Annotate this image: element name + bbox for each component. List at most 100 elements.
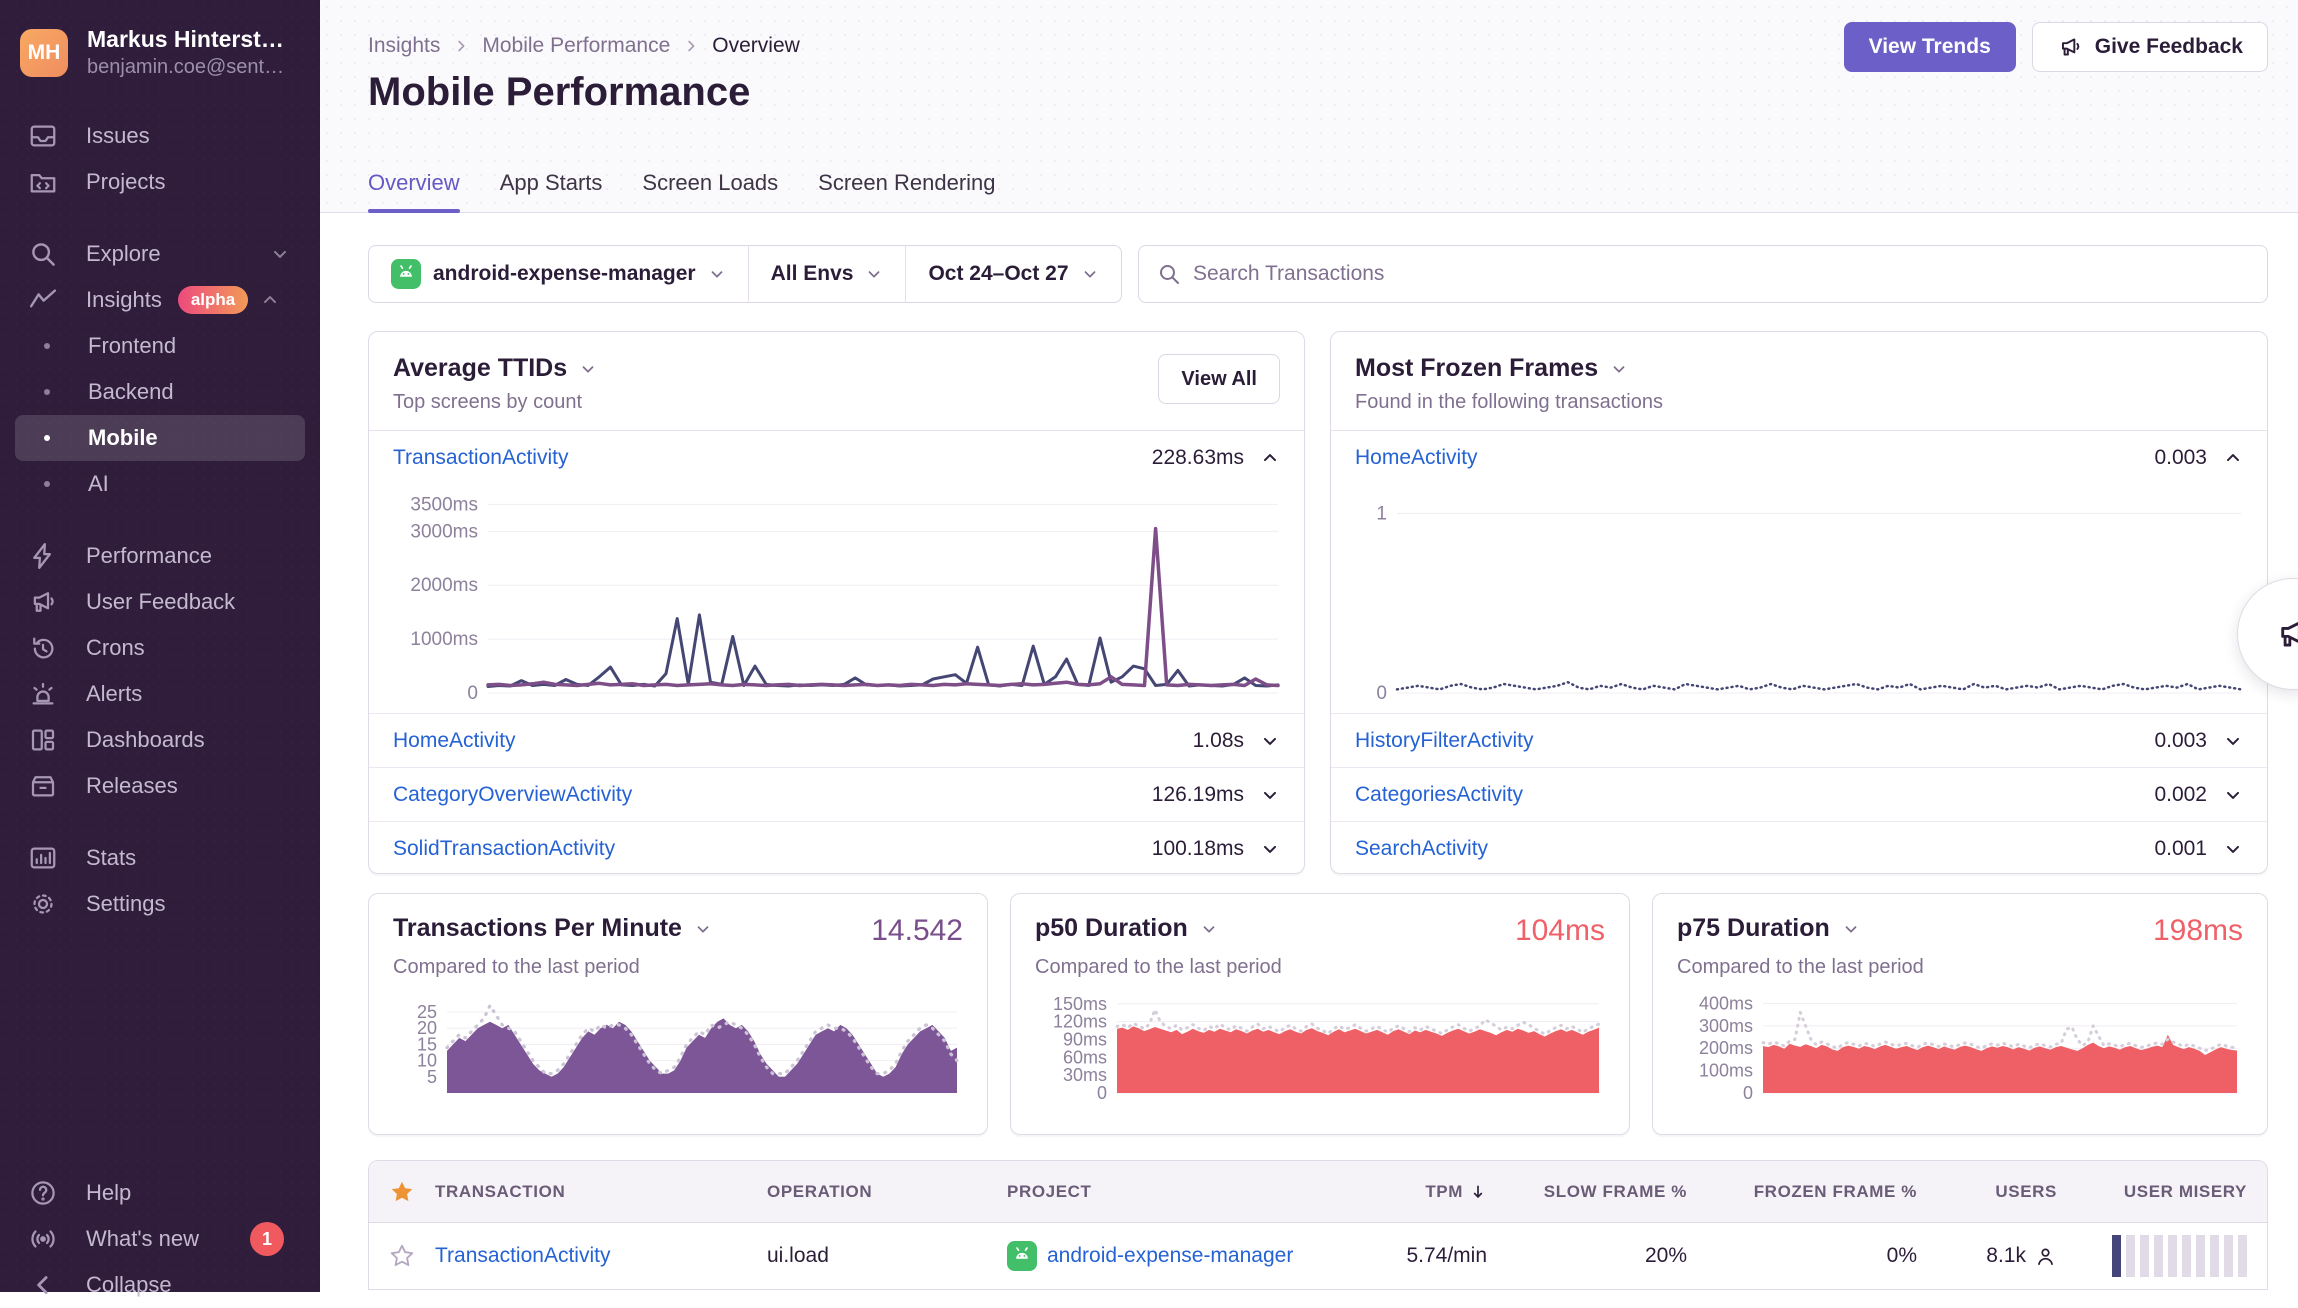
page-filter-bar: android-expense-manager All Envs Oct 24–… [368, 245, 1122, 303]
date-range-selector[interactable]: Oct 24–Oct 27 [906, 246, 1120, 302]
sidebar-item-issues[interactable]: Issues [0, 113, 320, 159]
screen-link[interactable]: HistoryFilterActivity [1355, 728, 1534, 752]
avatar: MH [20, 28, 68, 77]
svg-text:1000ms: 1000ms [410, 629, 478, 650]
svg-text:0: 0 [1743, 1083, 1753, 1103]
chevron-up-icon[interactable] [1260, 448, 1280, 468]
chevron-down-icon[interactable] [1200, 920, 1218, 938]
svg-text:25: 25 [417, 1002, 437, 1022]
sidebar-item-frontend[interactable]: Frontend [0, 323, 320, 369]
transaction-link[interactable]: TransactionActivity [435, 1244, 611, 1267]
alpha-badge: alpha [177, 286, 249, 314]
users-count: 8.1k [1986, 1244, 2026, 1267]
chevron-down-icon[interactable] [694, 920, 712, 938]
screen-link[interactable]: HomeActivity [1355, 446, 1478, 469]
chevron-down-icon [708, 265, 726, 283]
header-actions: View Trends Give Feedback [1843, 22, 2268, 72]
table-row: TransactionActivity ui.load android-expe… [369, 1223, 2267, 1289]
project-selector-label: android-expense-manager [433, 262, 696, 285]
archive-icon [28, 771, 58, 801]
sidebar-item-explore[interactable]: Explore [0, 231, 320, 277]
sidebar-item-label: Issues [86, 123, 150, 148]
svg-text:400ms: 400ms [1699, 993, 1753, 1013]
star-outline-icon[interactable] [389, 1243, 415, 1269]
screen-link[interactable]: SolidTransactionActivity [393, 837, 616, 860]
slow-frame-cell: 20% [1644, 1244, 1687, 1267]
screen-row-categoriesactivity: CategoriesActivity 0.002 [1331, 768, 2267, 822]
screen-row-homeactivity: HomeActivity 1.08s [369, 714, 1304, 768]
issues-icon [28, 121, 58, 151]
sidebar-item-help[interactable]: Help [0, 1170, 320, 1216]
sidebar-item-projects[interactable]: Projects [0, 159, 320, 205]
sidebar-item-label: Collapse [86, 1272, 172, 1297]
sidebar-item-collapse[interactable]: Collapse [0, 1262, 320, 1308]
breadcrumb-mobile-performance[interactable]: Mobile Performance [482, 34, 671, 57]
star-icon [389, 1179, 415, 1205]
sidebar-item-label: Frontend [88, 333, 177, 358]
screen-link[interactable]: HomeActivity [393, 728, 516, 752]
chevron-down-icon[interactable] [2223, 731, 2243, 751]
screen-link[interactable]: TransactionActivity [393, 446, 569, 469]
bullet-icon [44, 435, 50, 441]
screen-value: 1.08s [1192, 728, 1244, 752]
sidebar-item-label: What's new [86, 1226, 200, 1251]
breadcrumb-insights[interactable]: Insights [368, 34, 441, 57]
chevron-down-icon[interactable] [1610, 360, 1628, 378]
sidebar-item-user-feedback[interactable]: User Feedback [0, 579, 320, 625]
chevron-up-icon[interactable] [2223, 448, 2243, 468]
sidebar-item-ai[interactable]: AI [0, 461, 320, 507]
sidebar-item-alerts[interactable]: Alerts [0, 671, 320, 717]
sidebar-item-stats[interactable]: Stats [0, 835, 320, 881]
chevron-down-icon[interactable] [1260, 785, 1280, 805]
col-operation: OPERATION [767, 1181, 873, 1201]
project-selector[interactable]: android-expense-manager [369, 246, 748, 302]
breadcrumb: Insights Mobile Performance Overview [368, 34, 800, 58]
tab-screen-loads[interactable]: Screen Loads [642, 170, 779, 195]
sidebar-item-whats-new[interactable]: What's new 1 [0, 1216, 320, 1262]
screen-link[interactable]: CategoriesActivity [1355, 782, 1524, 806]
sidebar-item-crons[interactable]: Crons [0, 625, 320, 671]
svg-text:0: 0 [1097, 1083, 1107, 1103]
sidebar-item-releases[interactable]: Releases [0, 763, 320, 809]
search-input[interactable] [1193, 262, 2249, 286]
chevron-down-icon[interactable] [1842, 920, 1860, 938]
card-value: 14.542 [871, 914, 963, 947]
sidebar-item-mobile[interactable]: Mobile [15, 415, 305, 461]
chevron-down-icon[interactable] [2223, 839, 2243, 859]
panel-header: Most Frozen Frames Found in the followin… [1331, 332, 2267, 431]
svg-text:5: 5 [427, 1067, 437, 1087]
tab-overview[interactable]: Overview [368, 170, 460, 213]
chevron-down-icon[interactable] [1260, 731, 1280, 751]
screen-link[interactable]: SearchActivity [1355, 837, 1489, 860]
card-subtitle: Compared to the last period [1677, 956, 1924, 978]
col-transaction: TRANSACTION [435, 1181, 566, 1201]
bullet-icon [44, 343, 50, 349]
user-card[interactable]: MH Markus Hinterst… benjamin.coe@sent… [0, 0, 320, 79]
tab-screen-rendering[interactable]: Screen Rendering [818, 170, 996, 195]
project-link[interactable]: android-expense-manager [1047, 1244, 1294, 1267]
search-bar [1138, 245, 2268, 303]
svg-text:200ms: 200ms [1699, 1038, 1753, 1058]
chevron-down-icon[interactable] [1260, 839, 1280, 859]
environment-selector[interactable]: All Envs [749, 246, 906, 302]
sidebar-item-backend[interactable]: Backend [0, 369, 320, 415]
chevron-down-icon[interactable] [2223, 785, 2243, 805]
tab-app-starts[interactable]: App Starts [499, 170, 603, 195]
sidebar-item-insights[interactable]: Insights alpha [0, 277, 320, 323]
average-ttids-panel: Average TTIDs Top screens by count View … [368, 331, 1305, 874]
chevron-down-icon[interactable] [579, 360, 597, 378]
view-trends-button[interactable]: View Trends [1843, 22, 2016, 72]
table-header-row: TRANSACTION OPERATION PROJECT TPM SLOW F… [369, 1161, 2267, 1223]
card-value: 198ms [2152, 914, 2243, 947]
sidebar-item-settings[interactable]: Settings [0, 881, 320, 927]
sidebar-item-performance[interactable]: Performance [0, 533, 320, 579]
sidebar-item-dashboards[interactable]: Dashboards [0, 717, 320, 763]
col-tpm[interactable]: TPM [1337, 1182, 1487, 1202]
screen-link[interactable]: CategoryOverviewActivity [393, 782, 633, 806]
give-feedback-button[interactable]: Give Feedback [2031, 22, 2268, 72]
view-all-button[interactable]: View All [1158, 354, 1280, 404]
sidebar-item-label: Insights [86, 287, 162, 312]
screen-value: 228.63ms [1151, 446, 1244, 469]
sort-desc-icon [1469, 1183, 1487, 1201]
